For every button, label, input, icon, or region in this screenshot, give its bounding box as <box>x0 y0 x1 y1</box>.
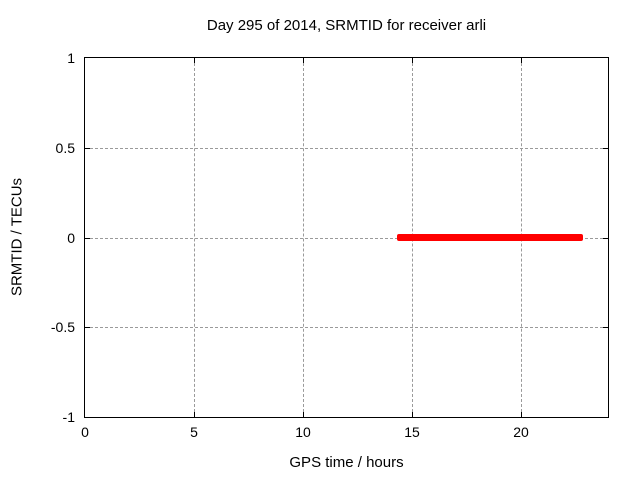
plot-area <box>84 57 609 418</box>
gridline-x-5 <box>194 58 195 417</box>
x-tick-label-5: 5 <box>190 424 198 440</box>
x-tick-label-0: 0 <box>81 424 89 440</box>
tick-top-15 <box>412 58 413 63</box>
tick-top-5 <box>194 58 195 63</box>
tick-right-0.5 <box>603 148 608 149</box>
data-series-srmtid <box>397 234 583 241</box>
gridline-x-10 <box>303 58 304 417</box>
x-tick-label-10: 10 <box>295 424 311 440</box>
y-tick-label--0.5: -0.5 <box>50 319 75 335</box>
y-tick-label-0: 0 <box>67 230 75 246</box>
gridline-y-0.5 <box>85 148 608 149</box>
y-tick-label--1: -1 <box>62 409 75 425</box>
y-tick-label-0.5: 0.5 <box>55 140 75 156</box>
tick-left--0.5 <box>85 327 90 328</box>
tick-bottom-20 <box>521 412 522 417</box>
tick-bottom-10 <box>303 412 304 417</box>
tick-bottom-5 <box>194 412 195 417</box>
y-tick-label-1: 1 <box>67 50 75 66</box>
tick-left-0 <box>85 238 90 239</box>
tick-left-0.5 <box>85 148 90 149</box>
tick-top-20 <box>521 58 522 63</box>
x-tick-label-15: 15 <box>404 424 420 440</box>
gridline-y--0.5 <box>85 327 608 328</box>
gridline-y-0 <box>85 238 608 239</box>
chart-title: Day 295 of 2014, SRMTID for receiver arl… <box>206 17 487 34</box>
x-tick-label-20: 20 <box>513 424 529 440</box>
tick-right-0 <box>603 238 608 239</box>
x-axis-label: GPS time / hours <box>289 454 404 471</box>
tick-top-10 <box>303 58 304 63</box>
tick-right--0.5 <box>603 327 608 328</box>
tick-bottom-15 <box>412 412 413 417</box>
